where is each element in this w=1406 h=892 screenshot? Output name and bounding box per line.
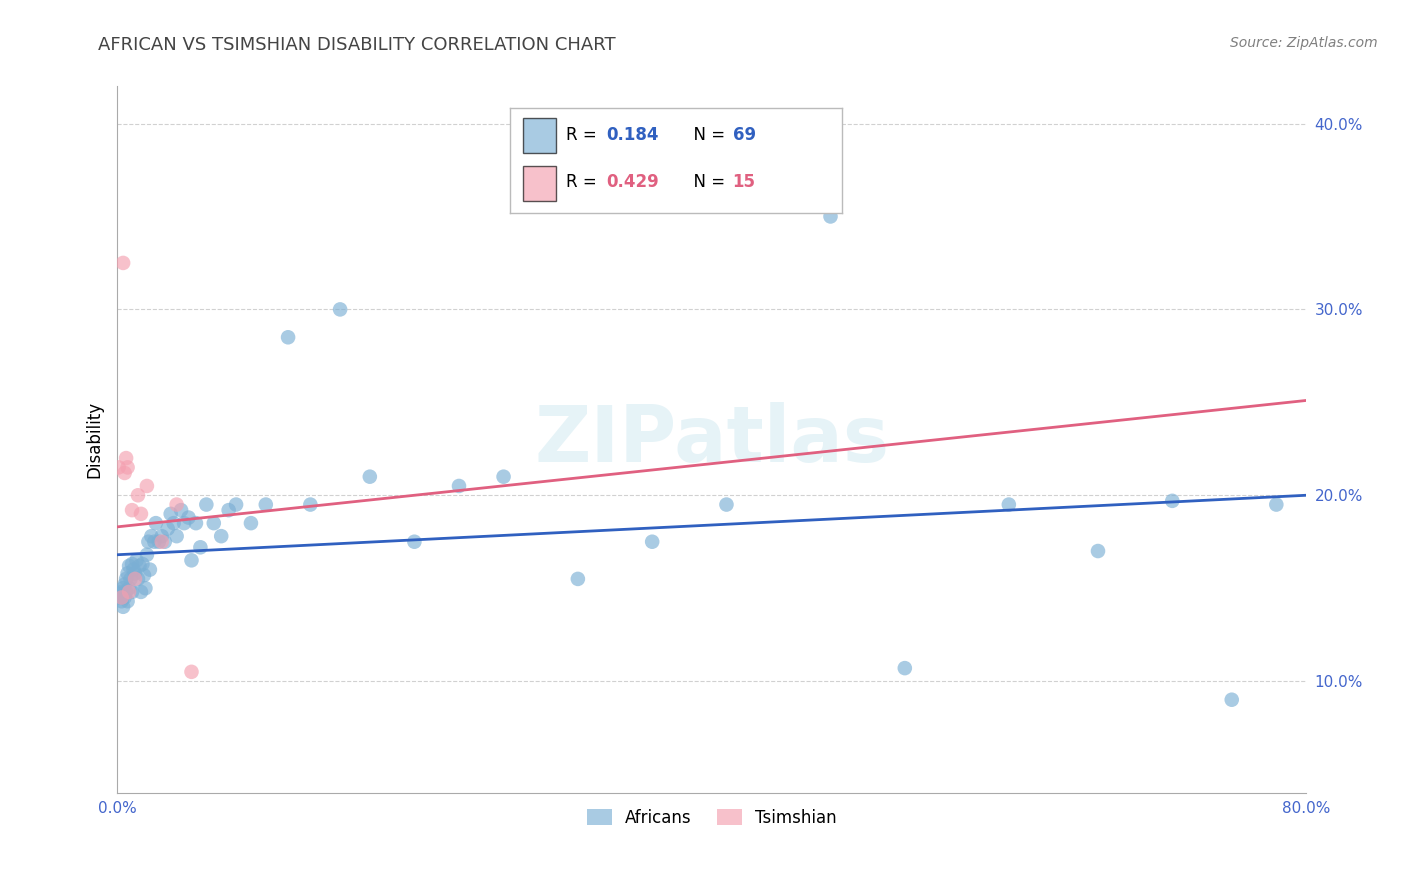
Point bbox=[107, 460, 129, 475]
Point bbox=[202, 516, 225, 530]
Point bbox=[114, 591, 136, 605]
Point bbox=[567, 572, 589, 586]
Point bbox=[359, 469, 381, 483]
Point bbox=[195, 498, 218, 512]
Point bbox=[218, 503, 240, 517]
Point bbox=[118, 558, 141, 573]
Point bbox=[112, 599, 135, 614]
Point bbox=[447, 479, 470, 493]
Point bbox=[209, 529, 232, 543]
Point bbox=[180, 665, 202, 679]
Point bbox=[190, 541, 212, 555]
Point bbox=[117, 566, 139, 581]
Point bbox=[131, 557, 153, 571]
Point bbox=[112, 256, 135, 270]
Point bbox=[117, 594, 139, 608]
Point bbox=[492, 469, 515, 483]
Text: ZIPatlas: ZIPatlas bbox=[534, 401, 889, 477]
Point bbox=[254, 498, 277, 512]
Point bbox=[115, 572, 138, 586]
Point bbox=[1087, 544, 1109, 558]
Point bbox=[129, 507, 152, 521]
Point bbox=[135, 548, 157, 562]
Point bbox=[138, 534, 160, 549]
Point bbox=[156, 522, 179, 536]
Legend: Africans, Tsimshian: Africans, Tsimshian bbox=[581, 803, 844, 834]
Point bbox=[118, 585, 141, 599]
Text: AFRICAN VS TSIMSHIAN DISABILITY CORRELATION CHART: AFRICAN VS TSIMSHIAN DISABILITY CORRELAT… bbox=[98, 36, 616, 54]
Point bbox=[127, 488, 149, 502]
Point bbox=[114, 577, 136, 591]
Point bbox=[177, 510, 200, 524]
Point bbox=[225, 498, 247, 512]
Point bbox=[404, 534, 426, 549]
Point bbox=[143, 534, 166, 549]
Point bbox=[139, 563, 162, 577]
Point bbox=[117, 460, 139, 475]
Point bbox=[111, 594, 134, 608]
Point bbox=[166, 529, 188, 543]
Point bbox=[122, 563, 145, 577]
Point bbox=[127, 572, 149, 586]
Point bbox=[150, 534, 173, 549]
Point bbox=[716, 498, 738, 512]
Point bbox=[184, 516, 207, 530]
Point bbox=[145, 516, 167, 530]
Point bbox=[299, 498, 322, 512]
Point bbox=[118, 581, 141, 595]
Point bbox=[180, 553, 202, 567]
Point bbox=[108, 591, 131, 605]
Point bbox=[141, 529, 163, 543]
Point bbox=[121, 557, 143, 571]
Point bbox=[153, 534, 176, 549]
Point bbox=[1265, 498, 1288, 512]
Point bbox=[129, 585, 152, 599]
Point bbox=[148, 534, 170, 549]
Point bbox=[112, 581, 135, 595]
Point bbox=[124, 566, 146, 581]
Point bbox=[107, 587, 129, 601]
Point bbox=[124, 572, 146, 586]
Point bbox=[120, 572, 142, 586]
Point bbox=[166, 498, 188, 512]
Point bbox=[277, 330, 299, 344]
Point bbox=[115, 451, 138, 466]
Point bbox=[820, 210, 842, 224]
Text: Source: ZipAtlas.com: Source: ZipAtlas.com bbox=[1230, 36, 1378, 50]
Point bbox=[1161, 493, 1184, 508]
Point bbox=[159, 507, 181, 521]
Point bbox=[163, 516, 186, 530]
Point bbox=[998, 498, 1021, 512]
Point bbox=[173, 516, 195, 530]
Point bbox=[150, 529, 173, 543]
Point bbox=[111, 585, 134, 599]
Point bbox=[121, 585, 143, 599]
Point bbox=[239, 516, 262, 530]
Point bbox=[115, 585, 138, 599]
Point bbox=[170, 503, 193, 517]
Point bbox=[111, 591, 134, 605]
Point bbox=[121, 503, 143, 517]
Point bbox=[128, 558, 150, 573]
Point bbox=[114, 466, 136, 480]
Point bbox=[125, 553, 148, 567]
Point bbox=[134, 581, 156, 595]
Point bbox=[135, 479, 157, 493]
Point bbox=[641, 534, 664, 549]
Point bbox=[329, 302, 352, 317]
Y-axis label: Disability: Disability bbox=[86, 401, 103, 478]
Point bbox=[1220, 692, 1243, 706]
Point bbox=[894, 661, 917, 675]
Point bbox=[132, 568, 155, 582]
